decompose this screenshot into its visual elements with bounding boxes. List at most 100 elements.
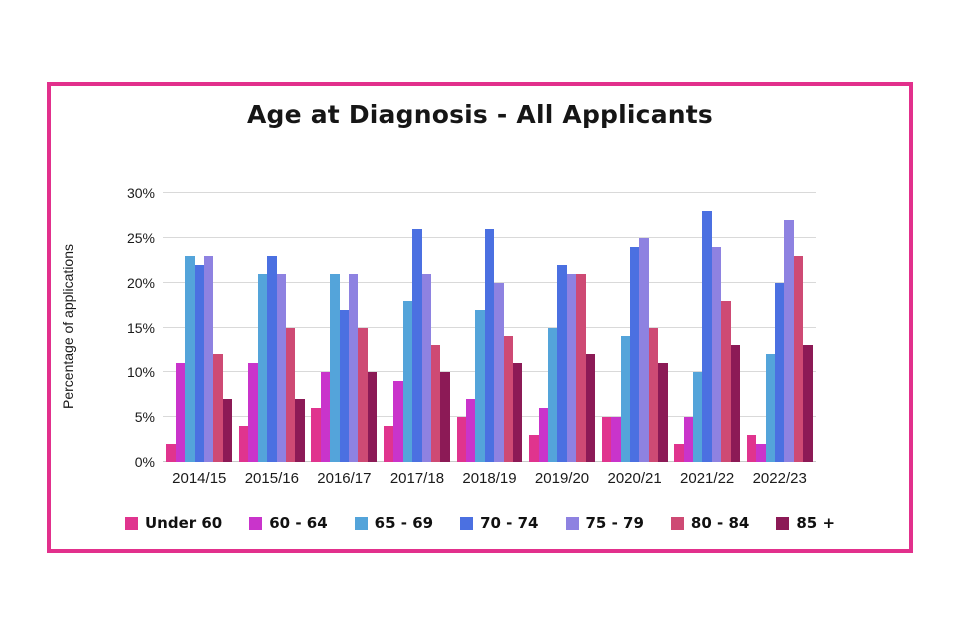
x-tick-label: 2014/15 bbox=[172, 470, 227, 487]
legend-swatch-icon bbox=[354, 516, 368, 530]
bar bbox=[702, 210, 712, 462]
legend-swatch-icon bbox=[670, 516, 684, 530]
x-tick-label: 2017/18 bbox=[389, 470, 445, 487]
x-tick-label: 2015/16 bbox=[244, 470, 299, 487]
bar bbox=[203, 255, 214, 462]
chart-frame: Age at Diagnosis - All Applicants Percen… bbox=[47, 82, 913, 553]
plot-area bbox=[163, 192, 816, 462]
bar bbox=[601, 417, 612, 462]
bar bbox=[711, 246, 722, 462]
bar bbox=[285, 327, 296, 462]
bar bbox=[440, 372, 450, 462]
y-tick-label: 25% bbox=[126, 229, 155, 246]
bar bbox=[311, 408, 321, 462]
bar bbox=[721, 300, 731, 462]
bar bbox=[358, 327, 368, 462]
bar bbox=[494, 282, 504, 462]
bar bbox=[513, 363, 523, 462]
bar bbox=[412, 228, 422, 462]
bar bbox=[730, 345, 741, 462]
legend-item: 65 - 69 bbox=[354, 514, 434, 532]
bar bbox=[557, 264, 567, 462]
y-tick-label: 0% bbox=[134, 454, 155, 470]
legend-item: 70 - 74 bbox=[460, 514, 539, 532]
bar bbox=[402, 300, 413, 462]
bar bbox=[475, 309, 485, 462]
y-tick-label: 5% bbox=[134, 409, 155, 426]
bar bbox=[658, 363, 668, 462]
bar bbox=[484, 228, 495, 462]
bar bbox=[693, 372, 703, 462]
x-tick-label: 2016/17 bbox=[317, 470, 372, 487]
x-tick-label: 2018/19 bbox=[462, 470, 517, 487]
bar bbox=[276, 273, 286, 462]
bar bbox=[466, 399, 476, 462]
x-axis-labels: 2014/15 2015/16 2016/17 2017/18 2018/19 2019/… bbox=[163, 470, 816, 492]
legend-label: 60 - 64 bbox=[269, 514, 328, 532]
bar bbox=[248, 363, 258, 462]
x-tick-label: 2019/20 bbox=[534, 470, 590, 487]
bar bbox=[611, 417, 621, 462]
bar bbox=[213, 354, 223, 462]
bar bbox=[620, 336, 630, 462]
bar bbox=[765, 354, 775, 462]
legend-item: 60 - 64 bbox=[249, 514, 328, 532]
bar bbox=[238, 426, 249, 462]
bar bbox=[648, 327, 659, 462]
x-tick-label: 2022/23 bbox=[752, 470, 807, 487]
bar bbox=[393, 381, 403, 462]
bar bbox=[421, 273, 432, 462]
chart-title: Age at Diagnosis - All Applicants bbox=[247, 100, 713, 129]
legend-swatch-icon bbox=[565, 516, 579, 530]
bar bbox=[456, 417, 466, 462]
bar bbox=[267, 255, 277, 462]
bar bbox=[503, 336, 513, 462]
bar bbox=[629, 246, 640, 462]
y-tick-label: 10% bbox=[126, 364, 155, 381]
bar bbox=[585, 354, 595, 462]
bar bbox=[566, 273, 577, 462]
legend-label: 85 + bbox=[796, 514, 836, 532]
bar bbox=[295, 399, 305, 462]
legend-item: 80 - 84 bbox=[670, 514, 749, 532]
legend-item: 85 + bbox=[776, 514, 835, 532]
bar bbox=[756, 444, 766, 462]
bar bbox=[166, 444, 176, 462]
legend-swatch-icon bbox=[124, 516, 138, 530]
legend-swatch-icon bbox=[460, 516, 474, 530]
bar bbox=[367, 372, 378, 462]
bar bbox=[793, 255, 804, 462]
legend-swatch-icon bbox=[776, 516, 790, 530]
bar bbox=[384, 426, 394, 462]
bar bbox=[803, 345, 813, 462]
bar bbox=[339, 309, 350, 462]
legend-label: 65 - 69 bbox=[374, 514, 434, 532]
legend-label: 70 - 74 bbox=[480, 514, 539, 532]
bar bbox=[674, 444, 684, 462]
bar bbox=[683, 417, 694, 462]
y-axis-ticks: 0% 5% 10% 15% 20% 25% 30% bbox=[51, 185, 155, 470]
bar bbox=[330, 273, 340, 462]
legend-swatch-icon bbox=[249, 516, 263, 530]
bar bbox=[538, 408, 548, 462]
bar bbox=[175, 363, 186, 462]
bar bbox=[185, 255, 195, 462]
bar bbox=[775, 282, 785, 462]
bar bbox=[431, 345, 441, 462]
bar bbox=[194, 264, 204, 462]
bar bbox=[349, 273, 359, 462]
legend-item: Under 60 bbox=[124, 514, 223, 532]
bar bbox=[320, 372, 331, 462]
legend-label: 75 - 79 bbox=[585, 514, 644, 532]
bar bbox=[257, 273, 268, 462]
bar bbox=[784, 219, 794, 462]
legend-item: 75 - 79 bbox=[565, 514, 644, 532]
x-tick-label: 2021/22 bbox=[680, 470, 735, 487]
bar bbox=[746, 435, 757, 462]
gridline bbox=[163, 192, 816, 193]
bar bbox=[576, 273, 586, 462]
legend: Under 60 60 - 64 65 - 69 70 - 74 75 - 79 80 -… bbox=[51, 514, 909, 532]
legend-label: Under 60 bbox=[144, 514, 223, 532]
y-tick-label: 15% bbox=[126, 319, 155, 336]
x-tick-label: 2020/21 bbox=[607, 470, 662, 487]
